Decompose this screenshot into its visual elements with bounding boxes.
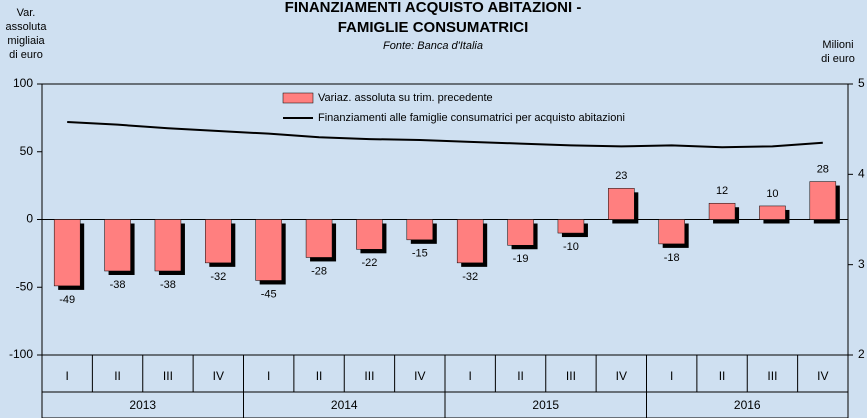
x-group-label: 2014	[331, 398, 358, 412]
x-tick-label: IV	[414, 369, 425, 383]
x-tick-label: II	[517, 369, 524, 383]
data-label: 28	[817, 163, 829, 175]
bar	[456, 219, 484, 264]
bar	[255, 219, 282, 281]
x-group-label: 2015	[532, 398, 559, 412]
x-tick-label: III	[364, 369, 374, 383]
data-label: -45	[261, 288, 277, 300]
y-axis-title: assoluta	[6, 21, 48, 33]
y-tick-label: 0	[26, 212, 33, 226]
x-tick-label: III	[163, 369, 173, 383]
x-tick-label: IV	[213, 369, 224, 383]
x-tick-label: I	[469, 369, 472, 383]
bar	[708, 202, 736, 220]
bar	[809, 181, 837, 220]
data-label: -38	[110, 279, 126, 291]
bar	[658, 219, 685, 245]
legend-swatch	[282, 92, 314, 104]
chart-subtitle: Fonte: Banca d'Italia	[383, 40, 483, 52]
bar	[154, 219, 182, 272]
y-tick-label: 50	[20, 144, 34, 158]
data-label: -49	[59, 294, 75, 306]
x-tick-label: II	[114, 369, 121, 383]
y2-axis-title: Milioni	[822, 39, 853, 51]
bar	[53, 219, 81, 287]
y2-tick-label: 3	[858, 257, 865, 271]
legend-label: Finanziamenti alle famiglie consumatrici…	[318, 112, 625, 124]
data-label: -32	[210, 271, 226, 283]
y-axis-title: migliaia	[7, 35, 45, 47]
x-group-label: 2013	[129, 398, 156, 412]
y-tick-label: 100	[13, 76, 33, 90]
y2-tick-label: 4	[858, 167, 865, 181]
x-tick-label: IV	[817, 369, 828, 383]
y-axis-title: di euro	[9, 49, 43, 61]
y-axis-title: Var.	[17, 7, 36, 19]
data-label: -19	[513, 253, 529, 265]
x-tick-label: II	[719, 369, 726, 383]
data-label: -10	[563, 241, 579, 253]
data-label: -22	[361, 257, 377, 269]
x-group-label: 2016	[734, 398, 761, 412]
y-tick-label: -100	[9, 347, 33, 361]
bar	[557, 219, 585, 234]
data-label: -18	[664, 252, 680, 264]
y2-tick-label: 2	[858, 347, 865, 361]
y-tick-label: -50	[16, 279, 34, 293]
bar	[356, 219, 383, 250]
data-label: -32	[462, 271, 478, 283]
bar	[608, 188, 635, 220]
data-label: -38	[160, 279, 176, 291]
bar	[759, 205, 786, 220]
bar	[305, 219, 333, 258]
x-tick-label: I	[670, 369, 673, 383]
bar	[507, 219, 534, 246]
data-label: 23	[615, 170, 627, 182]
legend-label: Variaz. assoluta su trim. precedente	[318, 92, 493, 104]
x-tick-label: III	[767, 369, 777, 383]
chart-title: FINANZIAMENTI ACQUISTO ABITAZIONI -	[285, 0, 582, 16]
bar	[406, 219, 434, 241]
bar	[205, 219, 232, 264]
y2-tick-label: 5	[858, 76, 865, 90]
y2-axis-title: di euro	[821, 53, 855, 65]
bar	[104, 219, 131, 272]
x-tick-label: IV	[616, 369, 627, 383]
data-label: 10	[766, 188, 778, 200]
data-label: -15	[412, 248, 428, 260]
chart-title: FAMIGLIE CONSUMATRICI	[338, 19, 529, 36]
x-tick-label: I	[66, 369, 69, 383]
data-label: -28	[311, 265, 327, 277]
line	[67, 120, 823, 149]
x-tick-label: I	[267, 369, 270, 383]
x-tick-label: III	[566, 369, 576, 383]
data-label: 12	[716, 185, 728, 197]
x-tick-label: II	[316, 369, 323, 383]
